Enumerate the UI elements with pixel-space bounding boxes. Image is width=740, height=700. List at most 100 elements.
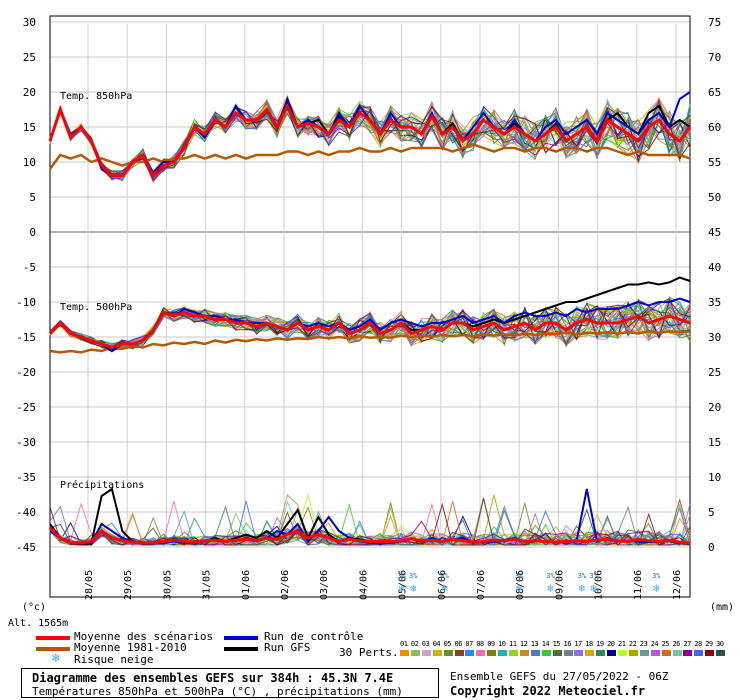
- legend-swatch-climato: [36, 647, 70, 651]
- snow-percent-label: 3%: [589, 572, 598, 580]
- right-tick-label: 70: [708, 51, 721, 64]
- left-tick-label: 0: [29, 226, 36, 239]
- right-tick-label: 65: [708, 86, 721, 99]
- right-tick-label: 35: [708, 296, 721, 309]
- date-tick-label: 04/06: [358, 570, 369, 600]
- snow-flake-icon: ❄: [590, 582, 597, 595]
- perturbation-number: 04: [432, 640, 441, 648]
- date-tick-label: 30/05: [162, 570, 173, 600]
- right-tick-label: 40: [708, 261, 721, 274]
- left-tick-label: 25: [23, 51, 36, 64]
- date-tick-label: 31/05: [202, 570, 213, 600]
- perturbation-swatch: [530, 650, 540, 656]
- perturbation-number: 24: [650, 640, 659, 648]
- right-tick-label: 10: [708, 471, 721, 484]
- right-tick-label: 20: [708, 401, 721, 414]
- perturbation-swatch: [509, 650, 518, 656]
- snow-flake-icon: ❄: [653, 582, 660, 595]
- perturbation-number: 18: [585, 640, 593, 648]
- right-tick-label: 30: [708, 331, 721, 344]
- series-line-1-t850: [48, 143, 691, 170]
- date-tick-label: 11/06: [633, 570, 644, 600]
- date-tick-label: 02/06: [280, 570, 291, 600]
- right-tick-label: 75: [708, 16, 721, 29]
- perturbation-number: 02: [410, 640, 419, 648]
- perturbation-swatch: [661, 650, 671, 656]
- date-tick-label: 07/06: [476, 570, 487, 600]
- snow-flake-icon: ❄: [547, 582, 554, 595]
- ensemble-member-line: [49, 502, 691, 546]
- legend-swatch-control: [224, 636, 258, 640]
- legend-label-climato: Moyenne 1981-2010: [74, 641, 187, 654]
- perturbation-swatch: [628, 650, 638, 656]
- right-tick-label: 15: [708, 436, 721, 449]
- date-tick-label: 06/06: [437, 570, 448, 600]
- series-line-0-t500: [48, 310, 691, 350]
- main-series: [48, 91, 692, 545]
- perturbation-swatch: [639, 650, 649, 656]
- perturbation-swatch: [443, 650, 453, 656]
- panel-label-precip: Précipitations: [60, 479, 144, 491]
- date-tick-label: 28/05: [84, 570, 95, 600]
- perturbation-swatch: [618, 650, 627, 656]
- right-tick-label: 5: [708, 506, 715, 519]
- right-tick-label: 0: [708, 541, 715, 554]
- chart-subtitle: Températures 850hPa et 500hPa (°C) , pré…: [32, 685, 403, 698]
- copyright: Copyright 2022 Meteociel.fr: [450, 684, 646, 698]
- perturbation-number: 29: [705, 640, 713, 648]
- date-tick-label: 29/05: [123, 570, 134, 600]
- series-line-1-t500: [49, 330, 691, 354]
- perturbation-swatch: [705, 650, 715, 656]
- perturbation-number: 15: [552, 640, 561, 648]
- left-tick-label: -5: [23, 261, 36, 274]
- legend-swatch-gfs: [224, 647, 258, 651]
- perturbation-number: 23: [639, 640, 648, 648]
- date-tick-label: 10/06: [594, 570, 605, 600]
- perturbation-swatch: [650, 650, 660, 656]
- panel-label-t850: Temp. 850hPa: [60, 91, 132, 102]
- perturbation-number: 14: [541, 640, 550, 648]
- left-tick-label: -20: [16, 366, 36, 379]
- snow-percent-label: 3%: [409, 572, 418, 580]
- perturbation-swatch: [694, 650, 704, 656]
- right-tick-label: 50: [708, 191, 721, 204]
- perturbation-swatch: [672, 650, 682, 656]
- date-tick-label: 03/06: [319, 570, 330, 600]
- perturbation-number: 07: [465, 640, 473, 648]
- axes: [49, 15, 691, 598]
- left-tick-label: 15: [23, 121, 36, 134]
- right-tick-label: 60: [708, 121, 721, 134]
- right-tick-label: 55: [708, 156, 721, 169]
- left-tick-label: -40: [16, 506, 36, 519]
- perturbation-swatch: [519, 650, 529, 656]
- perturbation-swatch: [487, 650, 497, 656]
- left-tick-label: -15: [16, 331, 36, 344]
- panel-label-t500: Temp. 500hPa: [60, 302, 132, 313]
- snow-percent-label: 3%: [652, 572, 661, 580]
- series-line-0-t850: [48, 102, 692, 179]
- snow-percent-label: 3%: [397, 572, 406, 580]
- perturbation-number: 03: [421, 640, 430, 648]
- perturbation-swatch: [454, 650, 464, 656]
- left-tick-label: -25: [16, 401, 36, 414]
- perturbation-number: 13: [530, 640, 539, 648]
- perturbation-swatch: [585, 650, 595, 656]
- perturbation-swatch: [421, 650, 431, 656]
- perturbation-number: 21: [618, 640, 626, 648]
- date-tick-label: 09/06: [554, 570, 565, 600]
- left-tick-label: -30: [16, 436, 36, 449]
- perturbation-swatch: [607, 650, 617, 656]
- perturbation-swatch: [476, 650, 486, 656]
- date-tick-label: 12/06: [672, 570, 683, 600]
- left-unit-label: (°c): [22, 602, 46, 613]
- perturbation-swatch: [596, 650, 606, 656]
- perturbation-number: 30: [716, 640, 724, 648]
- perturbation-number: 26: [672, 640, 681, 648]
- perturbation-number: 25: [661, 640, 670, 648]
- perturbation-number: 12: [519, 640, 528, 648]
- snow-flake-icon: ❄: [516, 582, 523, 595]
- legend-label-control: Run de contrôle: [264, 630, 364, 643]
- perturbation-number: 27: [683, 640, 691, 648]
- perturbation-number: 10: [498, 640, 506, 648]
- perturbation-number: 08: [476, 640, 484, 648]
